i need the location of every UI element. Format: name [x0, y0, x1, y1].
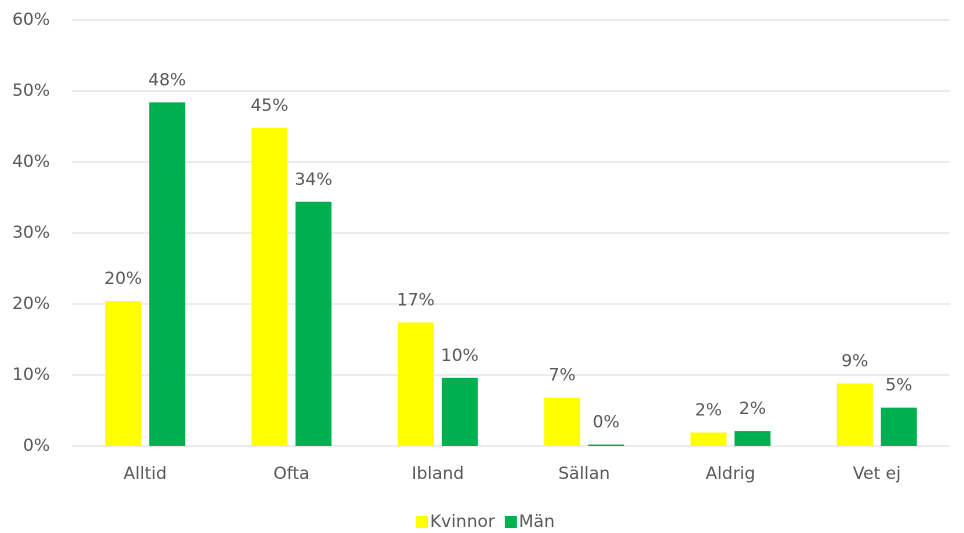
bar [880, 407, 917, 446]
bar [251, 127, 288, 447]
bar [397, 322, 434, 446]
data-label: 7% [549, 366, 576, 386]
legend-label: Kvinnor [430, 512, 495, 532]
legend-swatch [416, 516, 428, 528]
x-tick-label: Sällan [558, 464, 610, 484]
y-tick-label: 20% [12, 294, 50, 314]
x-tick-label: Alltid [124, 464, 167, 484]
x-tick-label: Vet ej [853, 464, 901, 484]
y-tick-label: 0% [23, 436, 50, 456]
data-label: 48% [148, 70, 186, 90]
bar [836, 383, 873, 446]
bar [690, 432, 727, 446]
data-label: 2% [739, 399, 766, 419]
bar [149, 102, 186, 447]
y-tick-label: 10% [12, 365, 50, 385]
data-label: 2% [695, 401, 722, 421]
data-label: 20% [104, 269, 142, 289]
bar [588, 444, 625, 446]
x-tick-label: Ibland [412, 464, 465, 484]
y-tick-label: 30% [12, 223, 50, 243]
data-label: 9% [841, 352, 868, 372]
legend-label: Män [519, 512, 555, 532]
bar [441, 377, 478, 446]
legend-swatch [504, 516, 517, 528]
bar [105, 301, 142, 446]
data-label: 34% [295, 170, 333, 190]
y-tick-label: 60% [12, 10, 50, 30]
x-tick-label: Ofta [273, 464, 309, 484]
y-tick-label: 40% [12, 152, 50, 172]
data-label: 5% [885, 376, 912, 396]
data-label: 17% [397, 290, 435, 310]
bar [734, 431, 771, 446]
x-tick-label: Aldrig [706, 464, 756, 484]
y-tick-label: 50% [12, 81, 50, 101]
data-label: 0% [593, 413, 620, 433]
data-label: 10% [441, 346, 479, 366]
bar [295, 201, 332, 446]
data-label: 45% [251, 96, 289, 116]
bar [544, 397, 581, 446]
